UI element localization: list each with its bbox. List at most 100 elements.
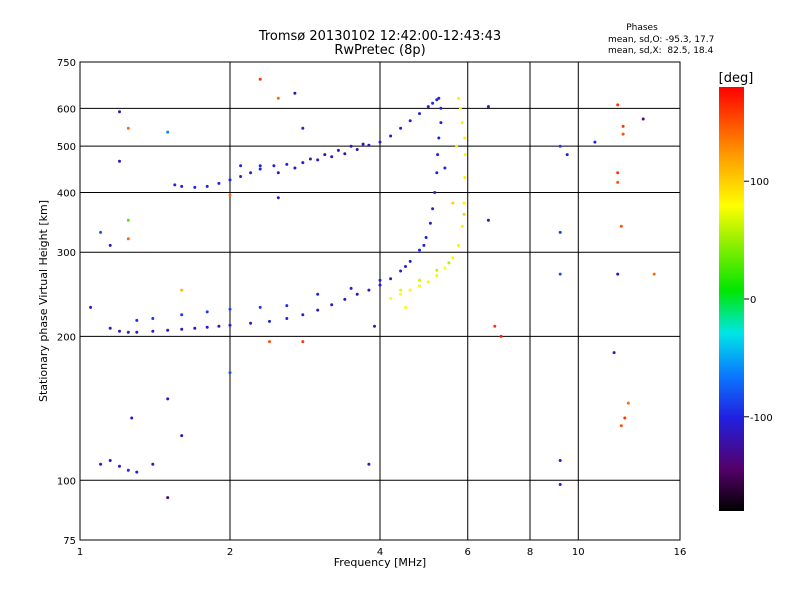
data-point [118,329,121,333]
data-point [126,237,130,241]
data-point [293,166,297,170]
data-point [399,288,403,292]
data-points [89,77,656,500]
x-axis-label: Frequency [MHz] [334,556,426,569]
data-point [408,119,412,123]
data-point [616,171,620,175]
stats-x-mode: mean, sd,X: 82.5, 18.4 [608,46,714,56]
chart-subtitle: RwPretec (8p) [334,43,425,58]
y-axis-ticks: 75 100 200 300 400 500 600 750 [57,58,76,547]
data-point [272,164,276,168]
data-point [443,166,447,170]
data-point [455,144,459,148]
data-point [623,416,627,420]
data-point [126,330,130,334]
x-tick-label: 10 [572,547,585,558]
data-point [126,218,130,222]
data-point [118,110,121,114]
data-point [431,207,435,211]
data-point [451,201,455,205]
data-point [239,175,243,178]
data-point [463,153,467,157]
data-point [619,224,623,228]
data-point [258,167,262,171]
data-point [301,126,305,130]
data-point [316,308,320,312]
data-point [151,462,155,466]
data-point [258,305,262,309]
data-point [399,269,403,273]
data-point [428,221,432,225]
data-point [228,178,232,182]
chart-title: Tromsø 20130102 12:42:00-12:43:43 [258,29,501,44]
y-axis-label: Stationary phase Virtual Height [km] [37,200,50,402]
y-tick-label: 200 [57,332,76,343]
data-point [499,334,503,338]
data-point [301,313,305,317]
data-point [558,459,562,462]
data-point [404,265,407,268]
data-point [616,103,620,107]
stats-title: Phases [626,23,658,33]
data-point [301,340,305,344]
data-point [316,292,320,296]
data-point [367,462,371,466]
data-point [180,327,184,331]
data-point [249,171,253,175]
data-point [558,230,562,234]
data-point [426,105,430,109]
data-point [126,468,130,472]
data-point [323,153,327,157]
data-point [173,183,177,187]
data-point [435,98,439,102]
data-point [404,305,407,309]
data-point [249,321,253,325]
data-point [166,496,170,500]
data-point [180,184,184,188]
data-point [228,307,232,311]
data-point [99,462,103,466]
data-point [151,317,155,320]
colorbar-tick-label: 100 [750,177,769,188]
data-point [355,148,359,151]
data-point [439,121,443,125]
data-point [424,236,428,239]
data-point [621,124,625,128]
data-point [558,144,562,148]
data-point [268,340,271,344]
data-point [343,152,347,156]
data-point [135,470,139,474]
data-point [435,171,439,175]
data-point [355,292,359,296]
data-point [99,230,103,234]
data-point [435,268,439,272]
data-point [418,112,421,116]
data-point [336,148,340,152]
y-tick-label: 500 [57,142,76,153]
data-point [108,326,112,330]
data-point [228,371,232,375]
data-point [276,171,280,175]
data-point [361,142,365,146]
x-tick-label: 1 [77,547,83,558]
data-point [180,288,184,292]
data-point [130,416,134,420]
data-point [205,310,209,314]
data-point [408,288,412,292]
data-point [228,323,232,327]
colorbar-tick-label: 0 [750,295,756,306]
x-tick-label: 8 [527,547,533,558]
data-point [457,96,460,100]
data-point [118,464,121,468]
data-point [486,218,490,222]
data-point [558,483,562,486]
data-point [89,305,93,309]
data-point [258,77,262,81]
data-point [439,106,443,110]
data-point [451,256,455,260]
x-tick-label: 6 [465,547,471,558]
data-point [457,243,460,247]
data-point [443,266,447,270]
data-point [293,91,297,95]
data-point [426,280,430,284]
